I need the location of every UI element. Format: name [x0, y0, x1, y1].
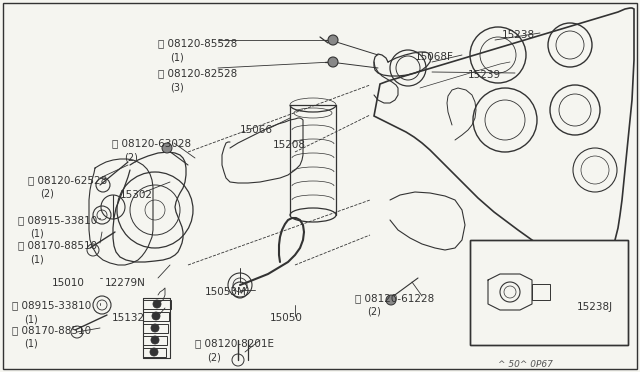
Text: Ⓑ 08120-85528: Ⓑ 08120-85528 — [158, 38, 237, 48]
Text: 15050: 15050 — [270, 313, 303, 323]
Text: (2): (2) — [367, 307, 381, 317]
Circle shape — [151, 324, 159, 332]
Text: (1): (1) — [170, 52, 184, 62]
Text: (1): (1) — [24, 339, 38, 349]
Bar — [143, 312, 169, 321]
Bar — [143, 300, 171, 309]
Circle shape — [152, 312, 160, 320]
Circle shape — [162, 143, 172, 153]
Text: Ⓑ 08120-8201E: Ⓑ 08120-8201E — [195, 338, 274, 348]
Bar — [470, 240, 628, 345]
Circle shape — [386, 295, 396, 305]
Text: (2): (2) — [124, 152, 138, 162]
Text: 12279N: 12279N — [105, 278, 146, 288]
Text: Ⓥ 08915-33810: Ⓥ 08915-33810 — [12, 300, 92, 310]
Circle shape — [150, 348, 158, 356]
Text: (2): (2) — [40, 189, 54, 199]
Text: ^ 50^ 0P67: ^ 50^ 0P67 — [498, 360, 553, 369]
Text: 15068F: 15068F — [415, 52, 454, 62]
Circle shape — [151, 336, 159, 344]
Text: 15238: 15238 — [502, 30, 535, 40]
Text: 15238J: 15238J — [577, 302, 613, 312]
Text: 15053M: 15053M — [205, 287, 247, 297]
Text: (1): (1) — [30, 254, 44, 264]
Text: 15066: 15066 — [240, 125, 273, 135]
Text: (1): (1) — [30, 229, 44, 239]
Circle shape — [328, 57, 338, 67]
Bar — [532, 284, 550, 300]
Text: Ⓑ 08120-82528: Ⓑ 08120-82528 — [158, 68, 237, 78]
Text: (1): (1) — [24, 314, 38, 324]
Text: Ⓑ 08170-88510: Ⓑ 08170-88510 — [12, 325, 91, 335]
Text: Ⓑ 08120-63028: Ⓑ 08120-63028 — [112, 138, 191, 148]
Text: Ⓑ 08170-88510: Ⓑ 08170-88510 — [18, 240, 97, 250]
Bar — [143, 348, 166, 357]
Text: (2): (2) — [207, 352, 221, 362]
Text: 15010: 15010 — [52, 278, 85, 288]
Circle shape — [153, 300, 161, 308]
Bar — [143, 324, 168, 333]
Circle shape — [328, 35, 338, 45]
Text: Ⓥ 08915-33810: Ⓥ 08915-33810 — [18, 215, 97, 225]
Bar — [470, 240, 628, 345]
Text: 15132: 15132 — [112, 313, 145, 323]
Text: (3): (3) — [170, 82, 184, 92]
Text: Ⓑ 08120-62528: Ⓑ 08120-62528 — [28, 175, 108, 185]
Text: Ⓑ 08120-61228: Ⓑ 08120-61228 — [355, 293, 435, 303]
Text: 15239: 15239 — [468, 70, 501, 80]
Bar — [143, 336, 167, 345]
Text: 15302: 15302 — [120, 190, 153, 200]
Text: 15208: 15208 — [273, 140, 306, 150]
